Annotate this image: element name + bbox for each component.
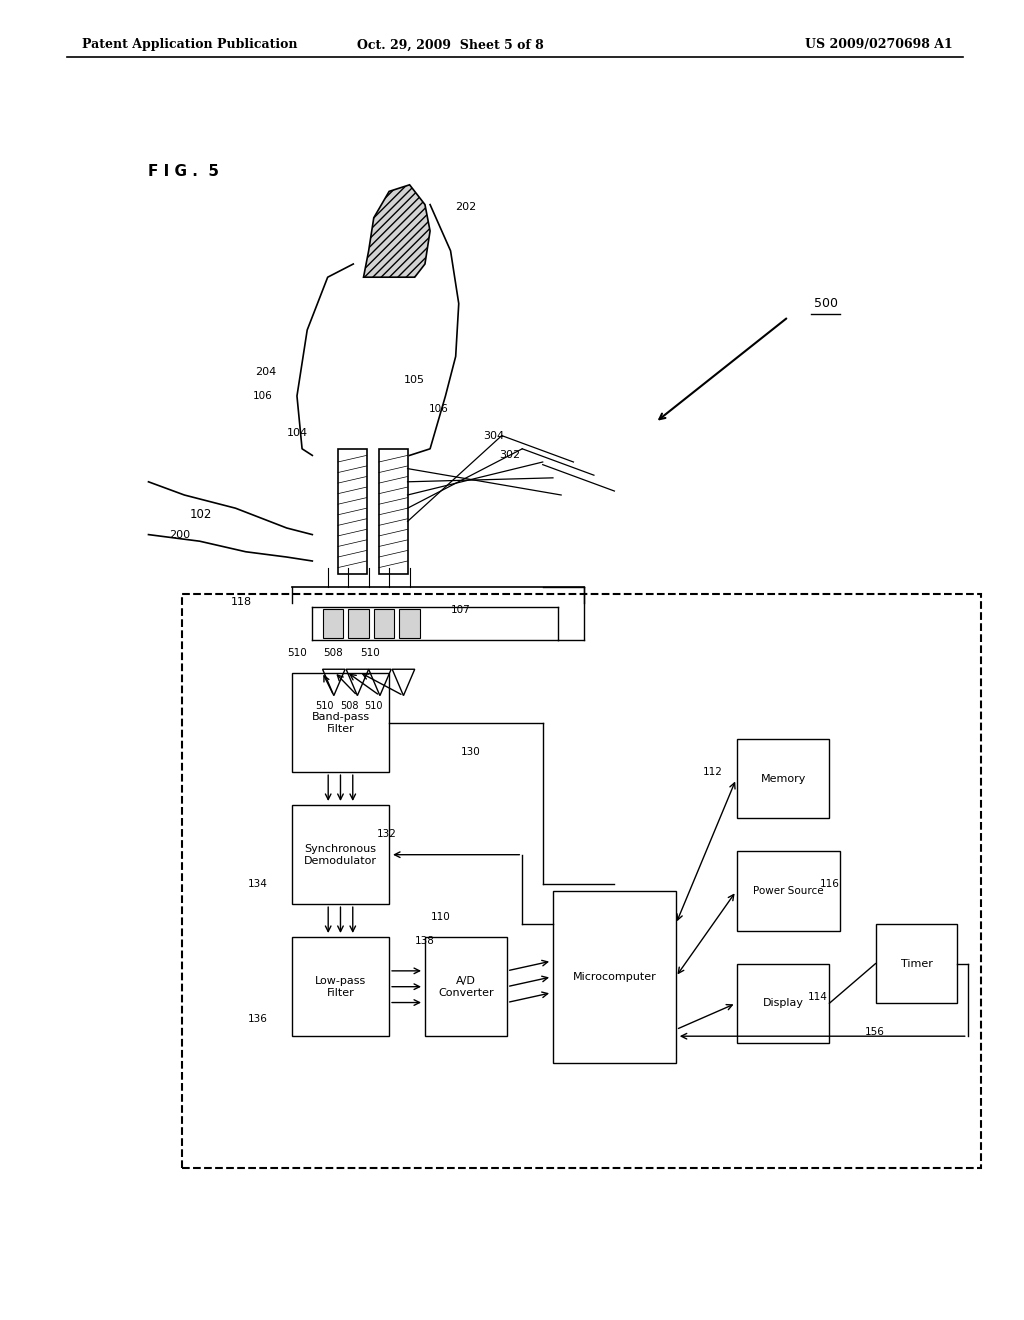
Bar bbox=[399, 609, 420, 638]
Text: US 2009/0270698 A1: US 2009/0270698 A1 bbox=[805, 38, 952, 51]
Text: 130: 130 bbox=[461, 747, 481, 758]
Bar bbox=[338, 449, 367, 574]
Text: 204: 204 bbox=[256, 367, 276, 378]
Text: Synchronous
Demodulator: Synchronous Demodulator bbox=[304, 843, 377, 866]
Text: 114: 114 bbox=[808, 991, 827, 1002]
Bar bbox=[292, 673, 389, 772]
Text: 510: 510 bbox=[365, 701, 383, 711]
Text: Patent Application Publication: Patent Application Publication bbox=[82, 38, 297, 51]
Text: 116: 116 bbox=[820, 879, 840, 890]
Text: 132: 132 bbox=[377, 829, 397, 840]
Text: 106: 106 bbox=[253, 391, 273, 401]
Bar bbox=[292, 805, 389, 904]
Text: Display: Display bbox=[763, 998, 804, 1008]
Text: 200: 200 bbox=[169, 529, 190, 540]
Text: 112: 112 bbox=[703, 767, 723, 777]
Text: Timer: Timer bbox=[900, 958, 933, 969]
Text: A/D
Converter: A/D Converter bbox=[438, 975, 494, 998]
Text: 118: 118 bbox=[230, 597, 252, 607]
Text: F I G .  5: F I G . 5 bbox=[148, 164, 219, 180]
Bar bbox=[553, 891, 676, 1063]
Bar bbox=[876, 924, 957, 1003]
Text: Microcomputer: Microcomputer bbox=[572, 972, 656, 982]
Text: 510: 510 bbox=[360, 648, 380, 659]
Text: 510: 510 bbox=[315, 701, 334, 711]
Text: Low-pass
Filter: Low-pass Filter bbox=[314, 975, 367, 998]
Text: 304: 304 bbox=[483, 430, 504, 441]
Bar bbox=[737, 851, 840, 931]
Text: 104: 104 bbox=[287, 428, 307, 438]
Text: 110: 110 bbox=[430, 912, 451, 923]
Polygon shape bbox=[364, 185, 430, 277]
Text: Power Source: Power Source bbox=[754, 886, 823, 896]
Bar bbox=[379, 449, 408, 574]
Text: 508: 508 bbox=[324, 648, 343, 659]
Text: 302: 302 bbox=[500, 450, 520, 461]
Text: 202: 202 bbox=[456, 202, 476, 213]
Text: 102: 102 bbox=[189, 508, 212, 521]
Text: Band-pass
Filter: Band-pass Filter bbox=[311, 711, 370, 734]
Text: 105: 105 bbox=[404, 375, 425, 385]
Text: 508: 508 bbox=[340, 701, 358, 711]
Bar bbox=[323, 609, 343, 638]
Bar bbox=[292, 937, 389, 1036]
Bar bbox=[425, 937, 507, 1036]
Text: 500: 500 bbox=[814, 297, 838, 310]
Bar bbox=[374, 609, 394, 638]
Text: Oct. 29, 2009  Sheet 5 of 8: Oct. 29, 2009 Sheet 5 of 8 bbox=[357, 38, 544, 51]
Bar bbox=[737, 739, 829, 818]
Bar bbox=[348, 609, 369, 638]
Text: 510: 510 bbox=[288, 648, 307, 659]
Text: 106: 106 bbox=[428, 404, 449, 414]
Text: 134: 134 bbox=[248, 879, 268, 890]
Text: 156: 156 bbox=[865, 1027, 885, 1038]
Bar bbox=[737, 964, 829, 1043]
Text: 138: 138 bbox=[415, 936, 435, 946]
Text: Memory: Memory bbox=[761, 774, 806, 784]
Text: 107: 107 bbox=[451, 605, 471, 615]
Bar bbox=[182, 594, 981, 1168]
Text: 136: 136 bbox=[248, 1014, 268, 1024]
